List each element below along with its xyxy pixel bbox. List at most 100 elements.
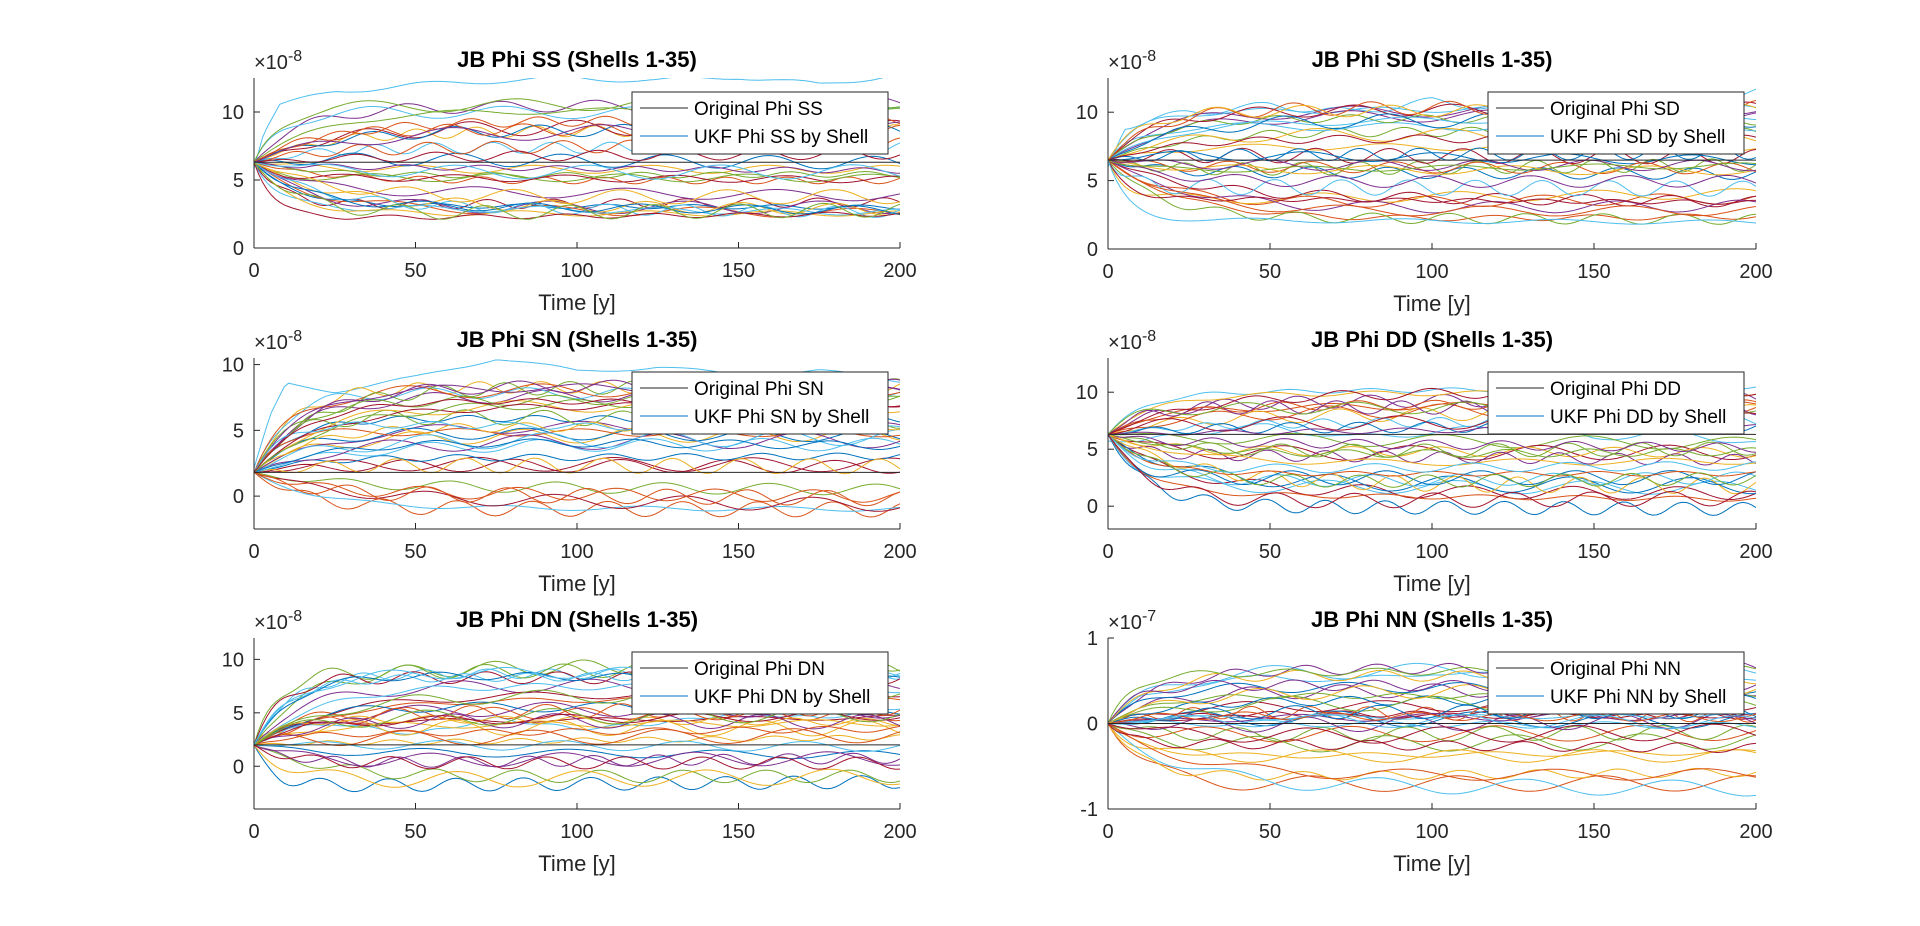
legend-box [631, 371, 889, 435]
x-tick-label: 50 [404, 260, 426, 282]
shell-series-line [1108, 433, 1756, 458]
x-tick-label: 150 [1577, 821, 1610, 843]
shell-series-line [254, 471, 900, 503]
chart-title: JB Phi DD (Shells 1-35) [1311, 327, 1553, 352]
x-tick-label: 200 [883, 821, 916, 843]
chart-title: JB Phi SD (Shells 1-35) [1312, 47, 1553, 72]
x-tick-label: 200 [883, 541, 916, 563]
x-axis-label: Time [y] [1393, 851, 1470, 876]
y-tick-label: 5 [1087, 171, 1098, 193]
plot-area [1108, 660, 1756, 797]
x-tick-label: 100 [1415, 541, 1448, 563]
x-tick-label: 200 [1739, 541, 1772, 563]
shell-series-line [254, 431, 900, 473]
y-tick-label: 10 [222, 649, 244, 671]
shell-series-line [1108, 723, 1756, 781]
y-exponent-label: ×10-8 [254, 328, 302, 354]
shell-series-line [1108, 159, 1756, 208]
shell-series-line [1108, 159, 1756, 175]
shell-series-line [1108, 723, 1756, 781]
shell-series-line [254, 744, 900, 788]
legend: Original Phi NN UKF Phi NN by Shell [1487, 651, 1745, 715]
shell-series-line [254, 437, 900, 473]
shell-series-line [1108, 434, 1756, 502]
shell-series-line [1108, 159, 1756, 217]
x-axis-label: Time [y] [1393, 571, 1470, 596]
shell-series-line [254, 161, 900, 205]
shell-series-line [254, 471, 900, 496]
shell-series-line [1108, 433, 1756, 458]
x-axis-label: Time [y] [1393, 291, 1470, 316]
shell-series-line [1108, 723, 1756, 792]
shell-series-line [254, 744, 900, 760]
plot-area [1108, 88, 1756, 225]
shell-series-line [254, 148, 900, 163]
x-tick-label: 0 [248, 260, 259, 282]
shell-series-line [1108, 433, 1756, 495]
shell-series-line [1108, 711, 1756, 724]
legend-box [1487, 371, 1745, 435]
shell-series-line [254, 161, 900, 217]
legend: Original Phi DN UKF Phi DN by Shell [631, 651, 889, 715]
legend-entry: Original Phi NN [1550, 659, 1681, 680]
subplot-4: 0 50 100 150 200 0 5 10 ×10-8 JB Phi DD (Shells 1… [1076, 327, 1773, 596]
y-exponent-label: ×10-7 [1108, 608, 1156, 634]
shell-series-line [1108, 159, 1756, 225]
shell-series-line [1108, 434, 1756, 474]
shell-series-line [1108, 723, 1756, 759]
y-tick-label: -1 [1080, 799, 1098, 821]
x-tick-label: 100 [1415, 261, 1448, 283]
y-exponent-label: ×10-8 [254, 48, 302, 74]
legend-entry: Original Phi SS [694, 99, 823, 120]
shell-series-line [1108, 432, 1756, 450]
y-exponent-label: ×10-8 [254, 608, 302, 634]
chart-title: JB Phi DN (Shells 1-35) [456, 607, 698, 632]
shell-series-line [254, 744, 900, 770]
y-tick-label: 0 [1087, 239, 1098, 261]
shell-series-line [1108, 159, 1756, 197]
legend-entry: Original Phi SN [694, 379, 824, 400]
x-tick-label: 100 [1415, 821, 1448, 843]
legend-box [631, 651, 889, 715]
chart-title: JB Phi NN (Shells 1-35) [1311, 607, 1553, 632]
shell-series-line [254, 711, 900, 746]
legend: Original Phi SN UKF Phi SN by Shell [631, 371, 889, 435]
legend-entry: UKF Phi DD by Shell [1550, 407, 1726, 428]
shell-series-line [1108, 713, 1756, 730]
shell-series-line [254, 472, 900, 518]
x-tick-label: 50 [1259, 261, 1281, 283]
chart-title: JB Phi SN (Shells 1-35) [457, 327, 698, 352]
legend: Original Phi DD UKF Phi DD by Shell [1487, 371, 1745, 435]
x-tick-label: 150 [722, 541, 755, 563]
x-tick-label: 50 [1259, 541, 1281, 563]
y-tick-label: 10 [1076, 382, 1098, 404]
shell-series-line [1108, 723, 1756, 743]
shell-series-line [1108, 723, 1756, 754]
y-tick-label: 10 [222, 355, 244, 377]
x-tick-label: 50 [404, 821, 426, 843]
shell-series-line [254, 426, 900, 473]
x-tick-label: 100 [560, 541, 593, 563]
legend-entry: UKF Phi NN by Shell [1550, 687, 1726, 708]
shell-series-line [1108, 159, 1756, 188]
shell-series-line [1108, 712, 1756, 733]
shell-series-line [1108, 433, 1756, 466]
shell-series-line [254, 719, 900, 746]
y-tick-label: 5 [233, 420, 244, 442]
shell-series-line [254, 744, 900, 793]
shell-series-line [254, 162, 900, 220]
legend: Original Phi SS UKF Phi SS by Shell [631, 91, 889, 155]
y-tick-label: 0 [1087, 714, 1098, 736]
shell-series-line [1108, 434, 1756, 486]
legend-entry: UKF Phi SD by Shell [1550, 127, 1725, 148]
shell-series-line [1108, 723, 1756, 753]
x-tick-label: 150 [722, 260, 755, 282]
shell-series-line [254, 161, 900, 215]
shell-series-line [254, 471, 900, 512]
shell-series-line [1108, 159, 1756, 176]
shell-series-line [254, 438, 900, 473]
y-tick-label: 1 [1087, 628, 1098, 650]
y-tick-label: 5 [233, 170, 244, 192]
subplot-3: 0 50 100 150 200 0 5 10 ×10-8 JB Phi SN (Shells 1… [222, 327, 917, 596]
